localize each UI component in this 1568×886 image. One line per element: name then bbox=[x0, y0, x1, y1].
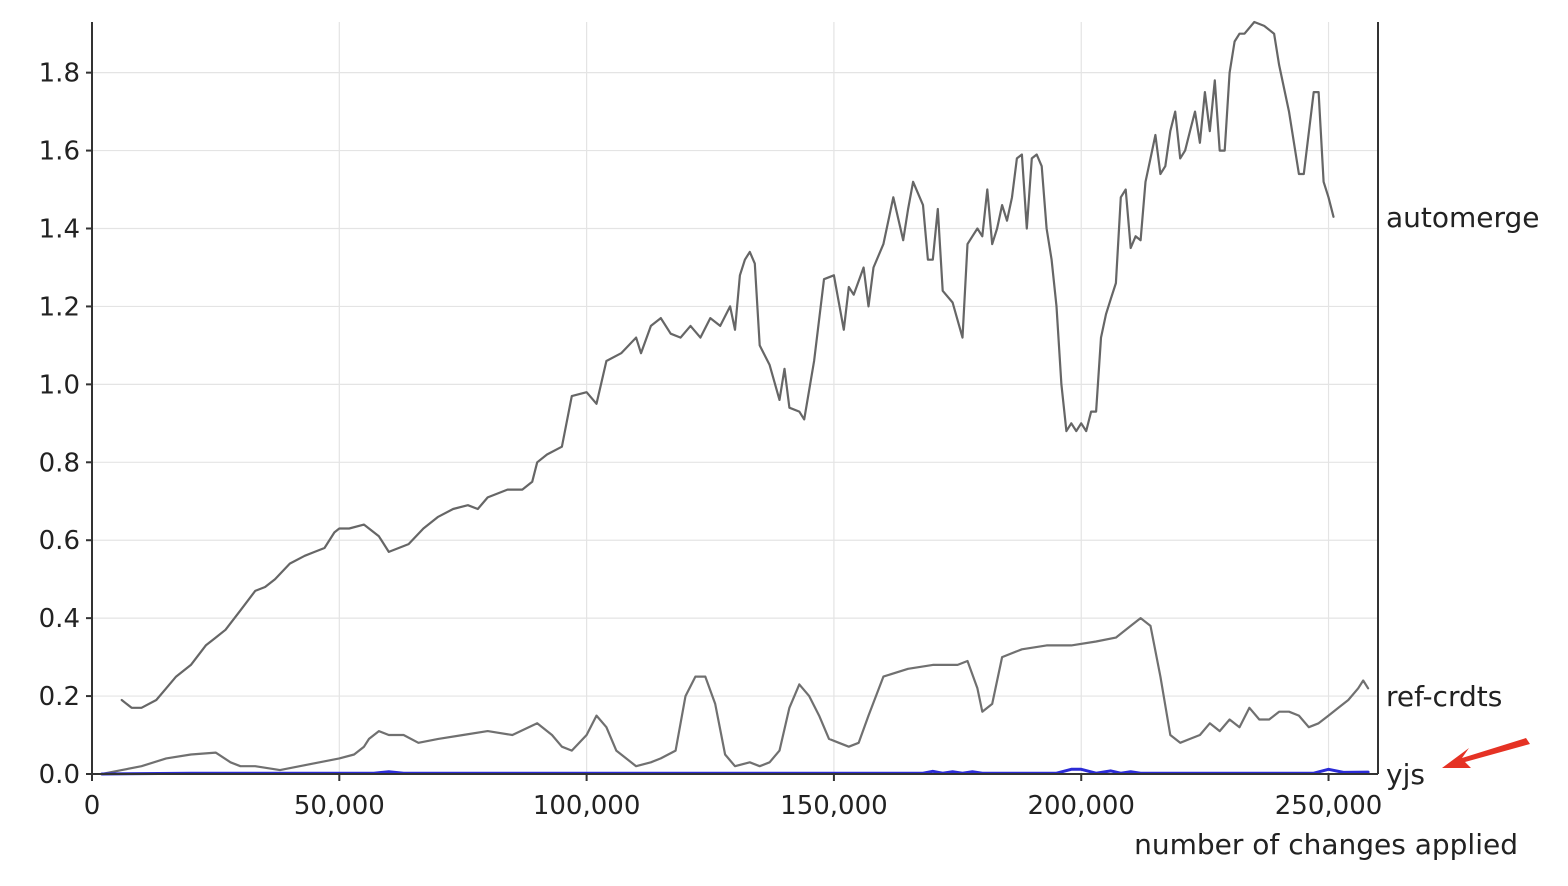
series-label-automerge: automerge bbox=[1386, 201, 1540, 234]
y-tick-label: 0.8 bbox=[39, 448, 80, 478]
series-label-ref-crdts: ref-crdts bbox=[1386, 680, 1502, 713]
red-arrow-icon bbox=[1442, 738, 1530, 768]
x-tick-label: 150,000 bbox=[780, 791, 888, 821]
series-line-automerge bbox=[120, 20, 1335, 709]
y-tick-label: 0.6 bbox=[39, 526, 80, 556]
axes bbox=[86, 22, 1379, 781]
y-tick-label: 1.6 bbox=[39, 137, 80, 167]
gridlines bbox=[92, 22, 1378, 775]
labels: 0.0 0.2 0.4 0.6 0.8 1.0 1.2 1.4 1.6 1.8 0 50,000 100… bbox=[39, 59, 1540, 861]
series-line-ref-crdts bbox=[100, 617, 1370, 776]
x-tick-label: 250,000 bbox=[1275, 791, 1383, 821]
x-tick-label: 100,000 bbox=[533, 791, 641, 821]
y-tick-label: 0.4 bbox=[39, 604, 80, 634]
y-tick-label: 1.4 bbox=[39, 215, 80, 245]
x-tick-label: 0 bbox=[84, 791, 101, 821]
y-tick-label: 0.2 bbox=[39, 682, 80, 712]
y-tick-label: 1.8 bbox=[39, 59, 80, 89]
x-axis-title: number of changes applied bbox=[1134, 828, 1518, 861]
series-label-yjs: yjs bbox=[1386, 758, 1425, 791]
x-tick-label: 200,000 bbox=[1027, 791, 1135, 821]
annotation-arrow bbox=[1442, 738, 1530, 768]
x-tick-label: 50,000 bbox=[294, 791, 385, 821]
y-tick-label: 1.2 bbox=[39, 292, 80, 322]
y-tick-label: 0.0 bbox=[39, 760, 80, 790]
y-tick-label: 1.0 bbox=[39, 370, 80, 400]
